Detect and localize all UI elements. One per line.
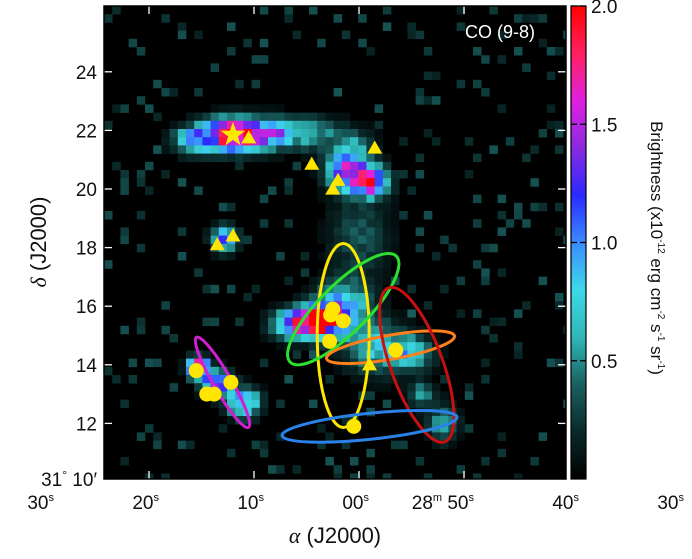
y-tick-label-6: 14 (76, 356, 98, 377)
y-corner-label: 31° 10′ (41, 468, 97, 491)
triangle-marker-7 (225, 228, 241, 242)
y-tick-label-1: 24 (76, 63, 98, 84)
panel-label: CO (9-8) (465, 22, 535, 42)
x-tick-label-8: 30s (657, 492, 684, 514)
region-ellipse-4 (324, 329, 457, 366)
region-ellipse-6 (280, 408, 459, 444)
circle-marker-8 (322, 333, 338, 349)
circle-marker-4 (206, 386, 222, 402)
triangle-marker-5 (367, 140, 383, 154)
colorbar-tick-label-1: 2.0 (591, 0, 617, 18)
colorbar-tick-label-3: 1.0 (591, 234, 617, 255)
circle-marker-7 (335, 313, 351, 329)
x-tick-label-7: 40s (552, 492, 579, 514)
y-tick-label-2: 22 (76, 121, 97, 142)
y-axis-label: δ (J2000) (26, 197, 51, 288)
x-tick-label-6: 28m 50s (412, 492, 475, 514)
y-tick-label-5: 16 (76, 297, 97, 318)
triangle-marker-2 (304, 156, 320, 170)
circle-marker-9 (388, 342, 404, 358)
region-ellipses (193, 242, 459, 444)
region-ellipse-3 (286, 251, 401, 367)
triangle-marker-3 (330, 172, 346, 186)
source-markers (188, 121, 404, 434)
region-ellipse-2 (315, 242, 371, 429)
x-tick-label-2: 30s (27, 492, 54, 514)
y-tick-label-7: 12 (76, 414, 97, 435)
inner-ticks (43, 6, 675, 479)
triangle-marker-4 (325, 181, 341, 195)
colorbar-tick-label-4: 0.5 (591, 352, 617, 373)
circle-marker-2 (223, 374, 239, 390)
x-tick-label-5: 00s (342, 492, 369, 514)
x-tick-label-3: 20s (132, 492, 159, 514)
triangle-marker-1 (241, 130, 257, 144)
circle-marker-6 (323, 307, 339, 323)
region-ellipse-5 (378, 285, 456, 444)
x-axis-label: α (J2000) (289, 523, 381, 548)
triangle-marker-8 (362, 357, 377, 371)
star-marker-1 (220, 121, 246, 146)
y-tick-label-3: 20 (76, 180, 97, 201)
y-tick-labels: 24 22 20 18 16 14 12 (76, 63, 98, 436)
triangle-marker-6 (209, 237, 225, 251)
colorbar-label: Brightness (x10-12 erg cm-2 s-1 sr-1) (647, 121, 666, 375)
circle-marker-1 (188, 363, 204, 379)
circle-marker-10 (346, 418, 362, 434)
plot-frame (103, 5, 567, 480)
y-tick-label-4: 18 (76, 239, 97, 260)
x-tick-label-4: 10s (237, 492, 264, 514)
colorbar-ticks: 2.0 1.5 1.0 0.5 (571, 0, 617, 373)
colorbar-tick-label-2: 1.5 (591, 115, 617, 136)
